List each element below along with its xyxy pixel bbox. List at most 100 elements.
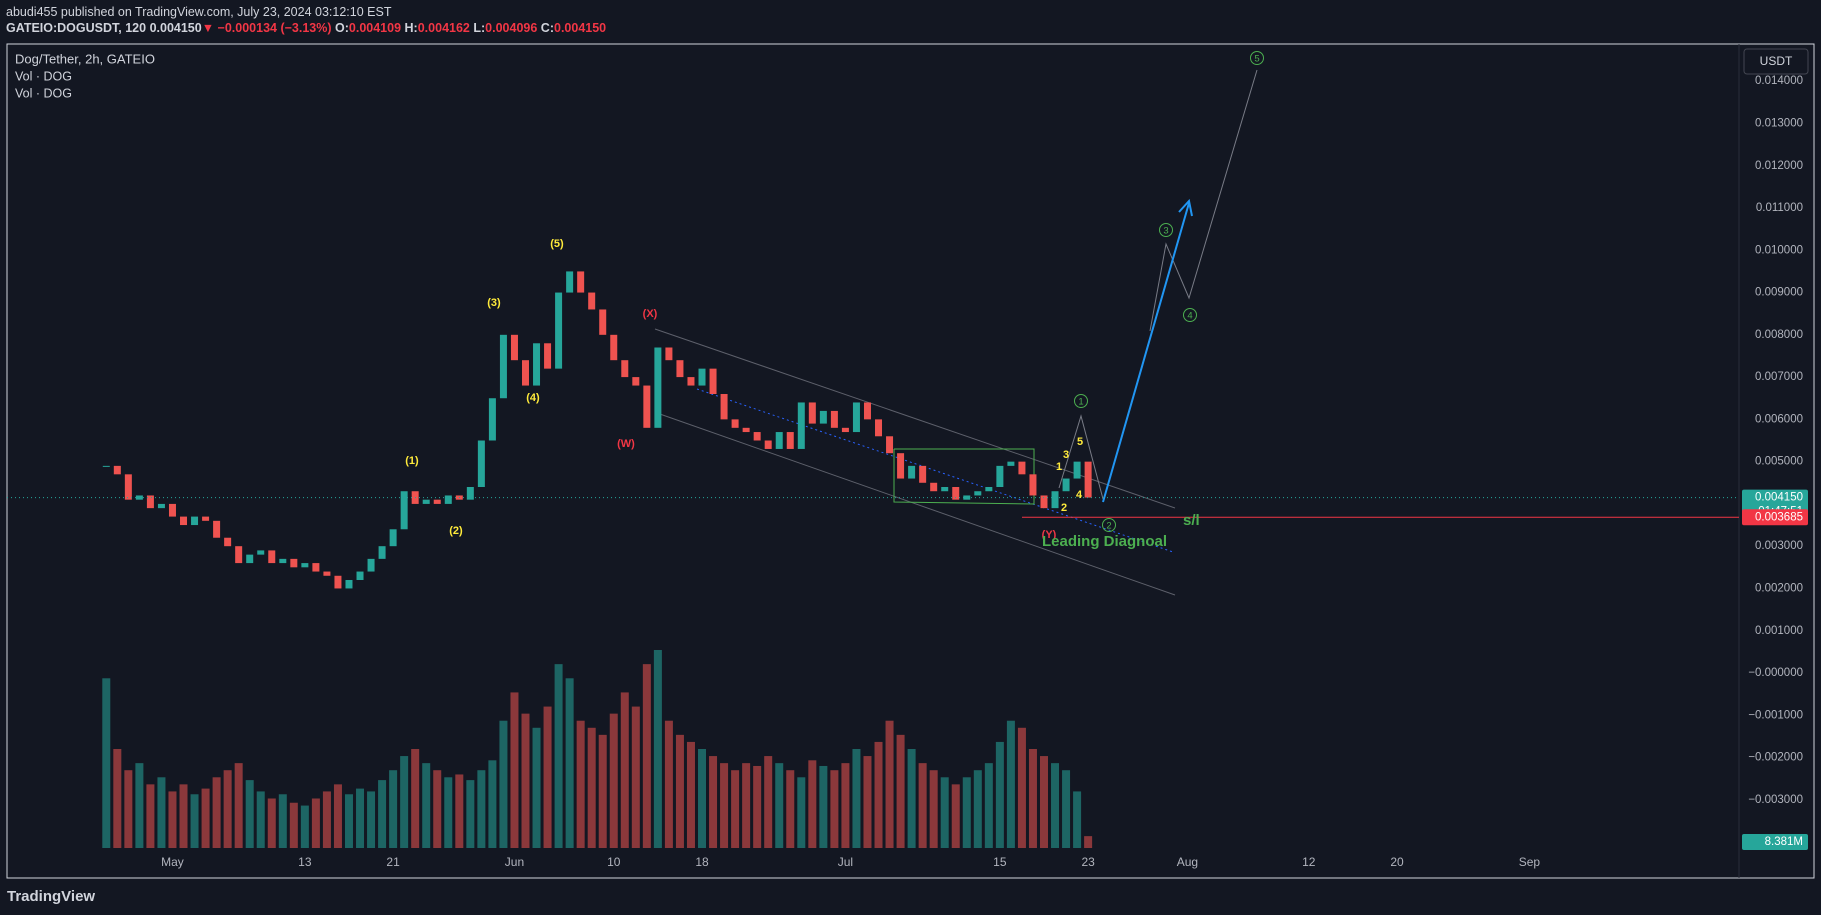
- sub-wave-label: 4: [1076, 489, 1083, 501]
- x-tick-label: Jun: [505, 855, 524, 869]
- volume-bar: [620, 692, 629, 848]
- volume-bar: [344, 794, 353, 848]
- candle: [367, 558, 375, 572]
- volume-bar: [709, 756, 718, 848]
- study-label: Vol · DOG: [15, 69, 72, 83]
- channel-lower: [656, 412, 1176, 596]
- candle: [433, 499, 441, 504]
- candle: [279, 558, 287, 564]
- volume-bar: [907, 749, 916, 848]
- volume-bar: [444, 777, 453, 848]
- candle: [378, 546, 386, 559]
- candle: [808, 402, 816, 424]
- volume-bar: [598, 734, 607, 848]
- volume-bar: [389, 770, 398, 848]
- pattern-label: Leading Diagnoal: [1042, 533, 1167, 550]
- volume-bar: [940, 777, 949, 848]
- candle: [963, 495, 971, 500]
- projection: [1058, 414, 1104, 500]
- candle: [698, 368, 706, 386]
- candle: [687, 377, 695, 386]
- candle: [301, 563, 309, 568]
- x-tick-label: Sep: [1519, 855, 1541, 869]
- study-label: Vol · DOG: [15, 86, 72, 100]
- volume-bar: [411, 749, 420, 848]
- candle: [786, 432, 794, 449]
- volume-bar: [322, 791, 331, 848]
- candle: [235, 546, 243, 564]
- volume-bar: [1017, 727, 1026, 848]
- candle: [191, 516, 199, 526]
- candle: [676, 360, 684, 378]
- candle: [224, 537, 232, 547]
- volume-bar: [631, 706, 640, 848]
- y-tick-label: 0.003000: [1755, 540, 1803, 552]
- volume-bar: [841, 763, 850, 848]
- x-tick-label: 13: [298, 855, 312, 869]
- y-tick-label: 0.005000: [1755, 456, 1803, 468]
- volume-bar: [731, 770, 740, 848]
- candle: [819, 410, 827, 424]
- volume-bar: [951, 784, 960, 848]
- volume-bar: [786, 770, 795, 848]
- candle: [753, 432, 761, 441]
- volume-bar: [896, 734, 905, 848]
- candle: [941, 487, 949, 492]
- candle: [323, 571, 331, 576]
- ohlc-key: H:: [404, 21, 418, 35]
- publisher: abudi455 published on TradingView.com, J…: [6, 5, 392, 19]
- volume-bar: [675, 734, 684, 848]
- candle: [444, 495, 452, 504]
- candle: [643, 385, 651, 428]
- volume-bar: [753, 765, 762, 848]
- candle: [588, 292, 596, 310]
- candle: [886, 436, 894, 454]
- chart-title: Dog/Tether, 2h, GATEIO: [15, 51, 155, 66]
- candle: [268, 550, 276, 564]
- currency-button[interactable]: [1743, 48, 1809, 75]
- volume-bar: [995, 741, 1004, 848]
- volume-bar: [698, 749, 707, 848]
- volume-bar: [543, 706, 552, 848]
- y-tick-label: 0.008000: [1755, 329, 1803, 341]
- currency-label[interactable]: USDT: [1760, 54, 1793, 68]
- candle: [477, 440, 485, 488]
- candle: [102, 465, 110, 467]
- candle: [555, 292, 563, 369]
- stop-loss-text: s/l: [1183, 512, 1200, 529]
- candle: [863, 402, 871, 420]
- last-price-label: 0.004150: [1755, 492, 1803, 504]
- candle: [1062, 478, 1070, 492]
- x-tick-label: Jul: [838, 855, 853, 869]
- volume-bar: [742, 763, 751, 848]
- volume-bar: [554, 664, 563, 848]
- volume-bar: [1028, 749, 1037, 848]
- sub-wave-label: 2: [1061, 502, 1067, 514]
- y-tick-label: −0.002000: [1748, 752, 1803, 764]
- candle: [544, 343, 552, 369]
- volume-bar: [356, 788, 365, 848]
- candle: [146, 495, 154, 509]
- volume-tag: [1742, 834, 1808, 850]
- circled-wave-label: 1: [1078, 397, 1083, 408]
- volume-bar: [973, 770, 982, 848]
- circled-wave-label: 5: [1254, 54, 1259, 65]
- candle: [1029, 474, 1037, 496]
- candle: [1073, 461, 1081, 479]
- candle: [610, 334, 618, 361]
- candle: [400, 491, 408, 530]
- volume-bar: [819, 765, 828, 848]
- volume-bar: [190, 794, 199, 848]
- y-tick-label: 0.012000: [1755, 160, 1803, 172]
- arrow-head: [1178, 198, 1193, 217]
- candle: [257, 550, 265, 555]
- last: 0.004150: [149, 21, 202, 35]
- x-tick-label: Aug: [1177, 855, 1198, 869]
- candle: [985, 487, 993, 492]
- volume-bar: [135, 763, 144, 848]
- wave-circle: [1183, 308, 1197, 322]
- volume-bar: [642, 664, 651, 848]
- wave-label: (1): [405, 455, 419, 467]
- range-box: [893, 448, 1035, 505]
